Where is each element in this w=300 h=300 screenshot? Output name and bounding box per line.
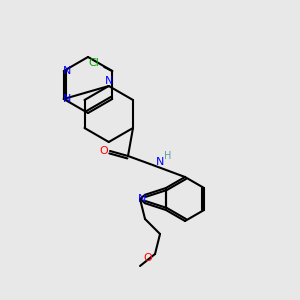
Text: O: O <box>144 253 152 263</box>
Text: N: N <box>105 76 113 86</box>
Text: N: N <box>156 157 164 167</box>
Text: H: H <box>164 151 172 161</box>
Text: N: N <box>63 66 71 76</box>
Text: N: N <box>138 194 146 204</box>
Text: Cl: Cl <box>89 58 100 68</box>
Text: O: O <box>100 146 108 156</box>
Text: N: N <box>63 94 71 104</box>
